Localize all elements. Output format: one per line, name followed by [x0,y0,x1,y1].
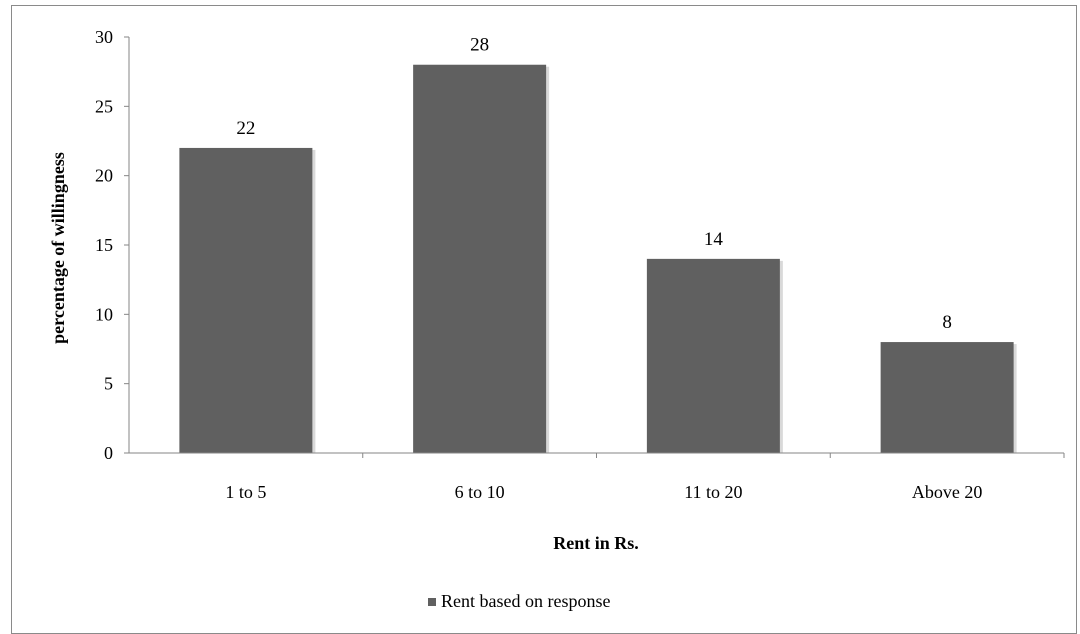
bars [179,64,1017,453]
y-tick-label: 25 [95,96,113,116]
y-axis-title: percentage of willingness [48,152,68,344]
y-tick-label: 15 [95,235,113,255]
x-axis-title: Rent in Rs. [553,533,639,553]
x-tick-label: Above 20 [912,482,983,502]
y-tick-label: 5 [104,374,113,394]
y-tick-label: 20 [95,166,113,186]
legend-label: Rent based on response [441,591,610,611]
x-tick-label: 1 to 5 [225,482,266,502]
data-label: 22 [236,118,255,139]
bar [179,147,313,453]
x-tick-label: 6 to 10 [455,482,505,502]
y-tick-label: 0 [104,443,113,463]
data-labels: 22 28 14 8 [236,35,952,333]
x-tick-label: 11 to 20 [684,482,742,502]
x-axis-ticks: 1 to 5 6 to 10 11 to 20 Above 20 [225,453,1065,502]
y-tick-label: 10 [95,304,113,324]
y-tick-label: 30 [95,27,113,47]
bar [880,342,1014,453]
data-label: 8 [942,312,952,333]
y-axis-ticks: 0 5 10 15 20 25 30 [95,27,129,463]
data-label: 28 [470,35,489,56]
legend-swatch [428,598,436,606]
data-label: 14 [704,229,724,250]
bar [413,64,547,453]
bar [646,258,780,453]
legend: Rent based on response [428,591,610,611]
